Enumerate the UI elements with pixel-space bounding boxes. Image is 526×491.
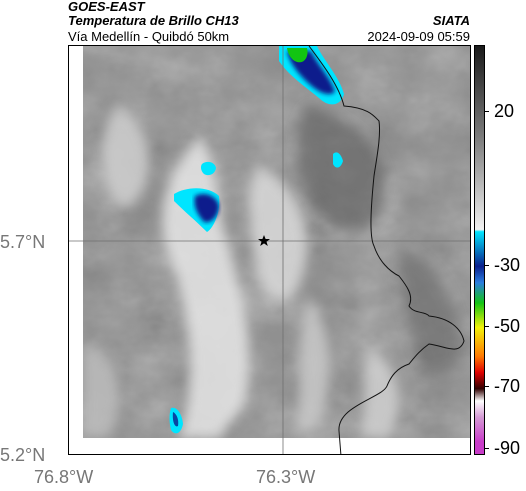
colorbar-label: -90 [494, 438, 521, 458]
brand-label: SIATA [432, 13, 470, 28]
lon-label-76-3: 76.3°W [256, 467, 316, 487]
colorbar-label: 20 [494, 101, 515, 121]
colorbar-tick [485, 448, 489, 449]
lon-label-76-8: 76.8°W [34, 467, 94, 487]
colorbar-label: -30 [494, 255, 521, 275]
colorbar-tick [485, 111, 489, 112]
colorbar-tick [485, 326, 489, 327]
location-star-icon [258, 235, 270, 246]
cloud-bands [83, 106, 400, 438]
colorbar-tick [485, 386, 489, 387]
temperature-colorbar [474, 45, 485, 455]
no-data-bottom [69, 438, 470, 454]
department-border [308, 46, 465, 454]
lat-label-5-2: 5.2°N [0, 445, 46, 465]
colorbar-label: -70 [494, 376, 521, 396]
no-data-left [69, 46, 83, 454]
satellite-map [68, 45, 471, 455]
warm-areas [297, 106, 460, 376]
title-satellite: GOES-EAST [68, 0, 145, 14]
subtitle-region: Vía Medellín - Quibdó 50km [68, 29, 230, 44]
map-canvas [69, 46, 470, 454]
timestamp-label: 2024-09-09 05:59 [367, 29, 470, 44]
colorbar-tick [485, 265, 489, 266]
convective-cells [169, 46, 344, 434]
lat-label-5-7: 5.7°N [0, 232, 46, 252]
title-product: Temperatura de Brillo CH13 [68, 13, 239, 28]
colorbar-label: -50 [494, 316, 521, 336]
